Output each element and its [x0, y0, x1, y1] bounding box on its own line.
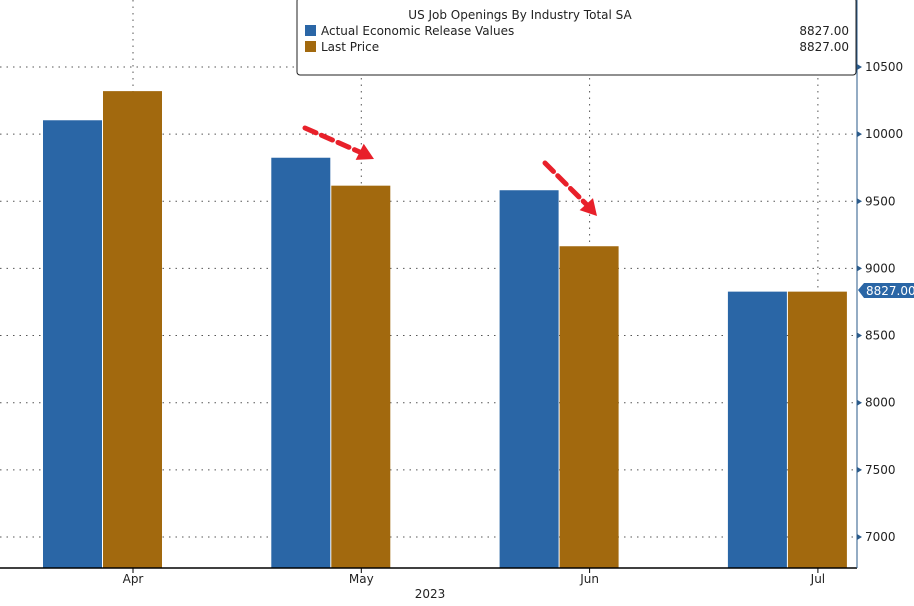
chart-title: US Job Openings By Industry Total SA	[408, 8, 632, 22]
bar-last-price-jul	[787, 291, 847, 568]
bar-last-price-jun	[559, 246, 619, 569]
legend-value-last-price: 8827.00	[799, 40, 849, 54]
y-tick-mark	[857, 63, 862, 70]
y-tick-label: 9500	[865, 194, 896, 208]
legend-label-last-price: Last Price	[321, 40, 379, 54]
x-tick-label: Jun	[579, 572, 599, 586]
y-tick-mark	[857, 131, 862, 138]
y-tick-label: 9000	[865, 261, 896, 275]
bars	[43, 91, 847, 569]
y-axis-ticks: 7000 7500 8000 8500 9000 9500 10000 10500	[857, 60, 903, 544]
last-value-badge: 8827.00	[858, 283, 914, 298]
x-axis-label: 2023	[415, 587, 446, 601]
y-tick-mark	[857, 399, 862, 406]
x-tick-label: Jul	[810, 572, 825, 586]
y-tick-mark	[857, 534, 862, 540]
legend-value-actual: 8827.00	[799, 24, 849, 38]
y-tick-mark	[857, 265, 862, 272]
x-tick-label: Apr	[123, 572, 144, 586]
bar-actual-apr	[43, 120, 102, 569]
y-tick-label: 10500	[865, 60, 903, 74]
legend-label-actual: Actual Economic Release Values	[321, 24, 514, 38]
x-axis-ticks: Apr May Jun Jul	[123, 568, 825, 586]
bar-last-price-may	[331, 185, 391, 568]
red-arrow-icon	[542, 160, 597, 216]
last-value-label: 8827.00	[866, 284, 914, 298]
y-tick-label: 8500	[865, 329, 896, 343]
y-tick-label: 7000	[865, 530, 896, 544]
y-tick-mark	[857, 332, 862, 339]
y-tick-mark	[857, 466, 862, 473]
legend-swatch-actual	[305, 25, 316, 36]
y-tick-label: 10000	[865, 127, 903, 141]
bar-actual-jul	[727, 291, 787, 568]
x-tick-label: May	[349, 572, 374, 586]
bar-actual-may	[271, 157, 331, 568]
y-tick-label: 8000	[865, 396, 896, 410]
annotation-arrows	[302, 125, 597, 216]
bar-actual-jun	[499, 190, 559, 568]
y-tick-label: 7500	[865, 463, 896, 477]
bar-last-price-apr	[103, 91, 162, 569]
legend: US Job Openings By Industry Total SA Act…	[296, 0, 857, 76]
y-tick-mark	[857, 198, 862, 205]
legend-swatch-last-price	[305, 41, 316, 52]
red-arrow-icon	[302, 125, 374, 160]
